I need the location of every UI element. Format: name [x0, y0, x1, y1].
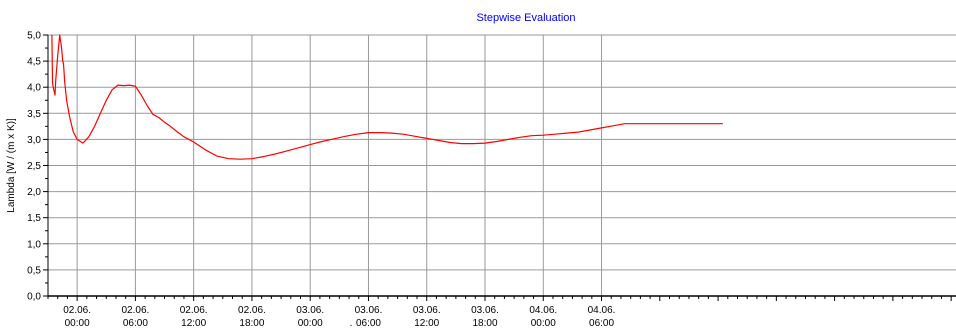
x-tick-label-time: 06:00 [589, 318, 614, 329]
y-tick-label: 2,0 [27, 187, 41, 198]
grid [48, 34, 956, 296]
x-tick-label-time: 06:00 [356, 318, 381, 329]
x-tick-label-time: 18:00 [472, 318, 497, 329]
x-tick-label-time: 00:00 [65, 318, 90, 329]
x-tick-label-date: 02.06. [238, 305, 266, 316]
y-tick-label: 0,5 [27, 265, 41, 276]
series-line-0 [51, 34, 723, 160]
y-tick-label: 4,0 [27, 83, 41, 94]
x-tick-label-date: 03.06. [355, 305, 383, 316]
y-tick-label: 3,5 [27, 109, 41, 120]
x-tick-label-time: 18:00 [239, 318, 264, 329]
x-tick-label-date: 02.06. [63, 305, 91, 316]
x-tick-label-date: 03.06. [471, 305, 499, 316]
chart-title: Stepwise Evaluation [476, 12, 575, 24]
x-tick-label-date: 03.06. [296, 305, 324, 316]
y-tick-label: 3,0 [27, 135, 41, 146]
x-tick-label-date: 04.06. [588, 305, 616, 316]
y-axis-label: Lambda [W / (m x K)] [6, 118, 17, 213]
x-tick-label-time: 06:00 [123, 318, 148, 329]
x-tick-label-time: 00:00 [298, 318, 323, 329]
y-tick-label: 0,0 [27, 292, 41, 303]
x-tick-label-time: 12:00 [181, 318, 206, 329]
x-tick-label-date: 02.06. [121, 305, 149, 316]
x-tick-label-time: 00:00 [531, 318, 556, 329]
y-tick-label: 1,0 [27, 239, 41, 250]
x-tick-labels: 02.06. 00:00 02.06. 06:00 02.06. 12:00 02.06. 1… [63, 305, 615, 329]
series [51, 34, 723, 160]
y-tick-labels: 0,0 0,5 1,0 1,5 2,0 2,5 3,0 3,5 4,0 4,5 5,0 [27, 31, 41, 303]
x-tick-label-date: 02.06. [180, 305, 208, 316]
axes [43, 34, 956, 301]
x-tick-label-date: 03.06. [413, 305, 441, 316]
y-tick-label: 2,5 [27, 161, 41, 172]
y-tick-label: 4,5 [27, 57, 41, 68]
stray-mark: . [350, 318, 353, 329]
y-tick-label: 5,0 [27, 31, 41, 42]
y-tick-label: 1,5 [27, 213, 41, 224]
x-tick-label-time: 12:00 [414, 318, 439, 329]
x-tick-label-date: 04.06. [529, 305, 557, 316]
